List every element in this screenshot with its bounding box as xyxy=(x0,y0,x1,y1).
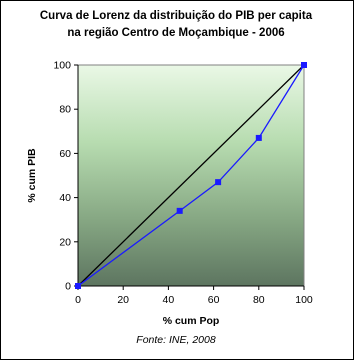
y-tick-label: 40 xyxy=(59,192,71,204)
equality-line-line xyxy=(77,64,305,287)
x-tick-label: 40 xyxy=(163,294,175,306)
series-layer xyxy=(75,62,307,289)
y-tick-label: 60 xyxy=(59,148,71,160)
y-tick-label: 20 xyxy=(59,236,71,248)
y-axis-label: % cum PIB xyxy=(26,148,38,203)
y-tick-label: 80 xyxy=(59,104,71,116)
data-point xyxy=(301,62,307,68)
x-tick-label: 100 xyxy=(295,294,313,306)
data-point xyxy=(176,207,183,214)
x-axis-label: % cum Pop xyxy=(163,315,220,327)
chart-title-line-2: na região Centro de Moçambique - 2006 xyxy=(67,27,285,39)
chart-title-line-1: Curva de Lorenz da distribuição do PIB p… xyxy=(39,10,313,22)
axes: 0 20 40 60 80 100 0 20 40 60 80 100 xyxy=(53,60,312,307)
data-point xyxy=(255,134,262,141)
chart-title: Curva de Lorenz da distribuição do PIB p… xyxy=(0,8,352,42)
source-note: Fonte: INE, 2008 xyxy=(136,334,216,346)
y-tick-label: 0 xyxy=(65,281,71,293)
x-tick-label: 80 xyxy=(253,294,265,306)
y-tick-label: 100 xyxy=(53,60,71,72)
x-tick-label: 20 xyxy=(117,294,129,306)
x-tick-label: 0 xyxy=(75,294,81,306)
x-tick-label: 60 xyxy=(208,294,220,306)
data-point xyxy=(215,179,222,186)
data-point xyxy=(75,283,81,289)
